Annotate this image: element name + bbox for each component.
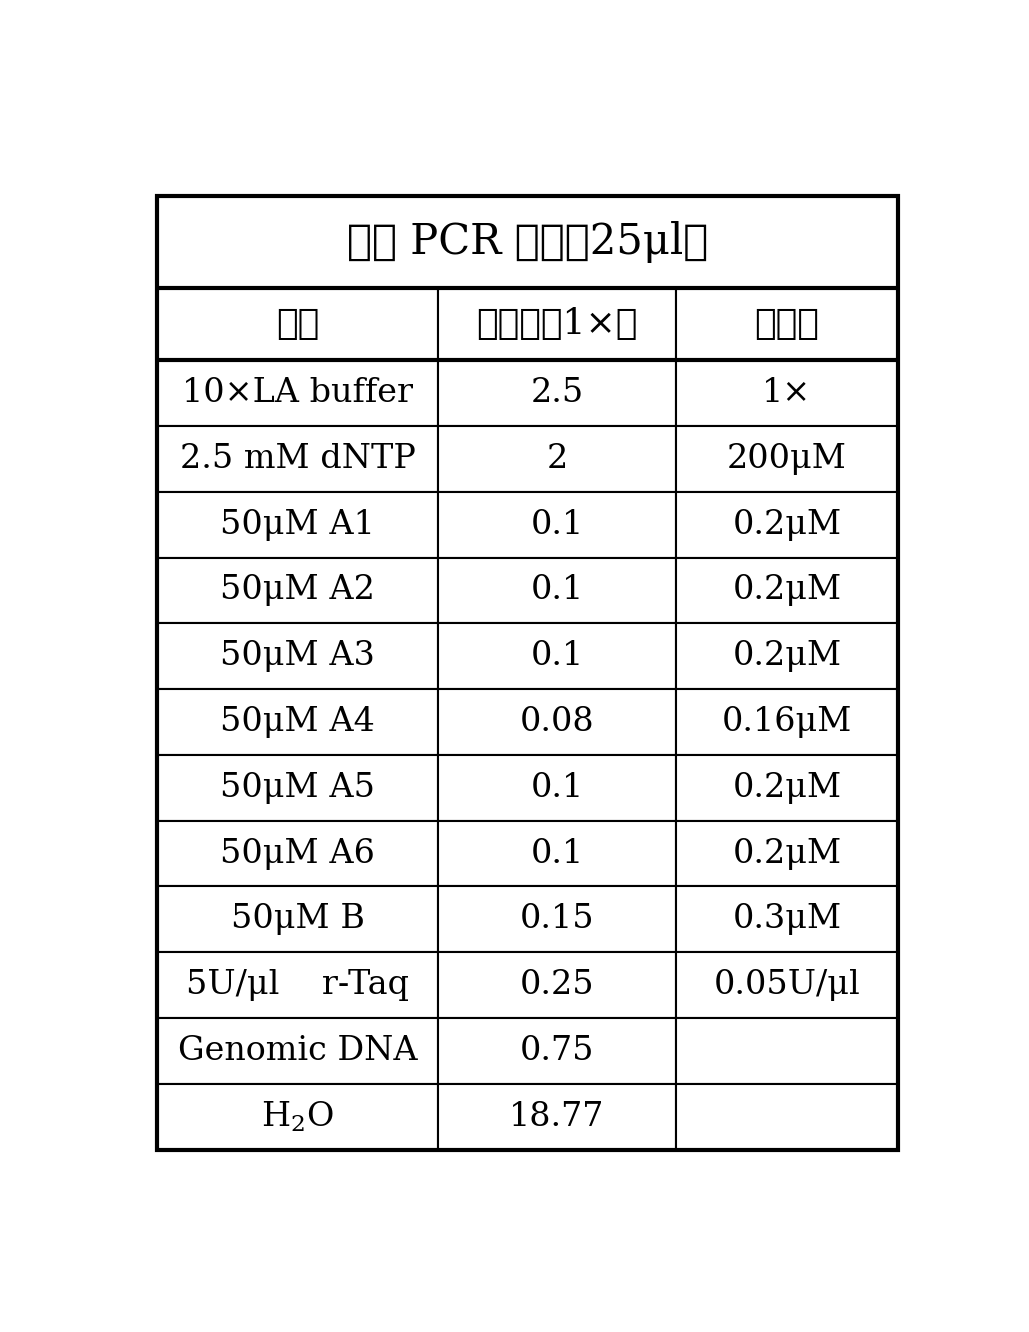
Text: 0.75: 0.75: [520, 1035, 595, 1067]
Bar: [156, 821, 438, 887]
Text: 0.16μM: 0.16μM: [721, 706, 852, 738]
Bar: [676, 689, 898, 755]
Bar: [438, 623, 676, 689]
Bar: [156, 558, 438, 623]
Bar: [156, 623, 438, 689]
Text: 1×: 1×: [762, 377, 812, 409]
Bar: [438, 689, 676, 755]
Bar: [438, 1084, 676, 1150]
Bar: [676, 1084, 898, 1150]
Text: 0.1: 0.1: [530, 641, 583, 673]
Text: 10×LA buffer: 10×LA buffer: [182, 377, 413, 409]
Text: 2.5 mM dNTP: 2.5 mM dNTP: [179, 442, 416, 476]
Text: 50μM A5: 50μM A5: [220, 771, 375, 803]
Bar: [676, 426, 898, 492]
Bar: [676, 821, 898, 887]
Text: 0.2μM: 0.2μM: [733, 838, 842, 870]
Text: 终浓度: 终浓度: [754, 306, 819, 341]
Bar: [438, 755, 676, 821]
Text: 2: 2: [546, 442, 568, 476]
Bar: [156, 1018, 438, 1084]
Bar: [676, 887, 898, 952]
Text: 0.25: 0.25: [520, 970, 595, 1002]
Bar: [676, 1018, 898, 1084]
Bar: [156, 1084, 438, 1150]
Text: H$_2$O: H$_2$O: [261, 1099, 333, 1134]
Text: 0.05U/μl: 0.05U/μl: [713, 970, 860, 1002]
Bar: [676, 755, 898, 821]
Text: 0.3μM: 0.3μM: [733, 903, 842, 935]
Text: 0.1: 0.1: [530, 771, 583, 803]
Text: 0.2μM: 0.2μM: [733, 641, 842, 673]
Text: 2.5: 2.5: [530, 377, 583, 409]
Text: 0.1: 0.1: [530, 574, 583, 606]
Text: 0.2μM: 0.2μM: [733, 574, 842, 606]
Bar: [676, 623, 898, 689]
Bar: [438, 1018, 676, 1084]
Bar: [676, 558, 898, 623]
Bar: [676, 492, 898, 558]
Bar: [438, 492, 676, 558]
Text: 18.77: 18.77: [509, 1100, 605, 1132]
Text: 加入量（1×）: 加入量（1×）: [476, 306, 638, 341]
Text: 多重 PCR 体系（25μl）: 多重 PCR 体系（25μl）: [347, 221, 708, 262]
Text: 0.08: 0.08: [520, 706, 595, 738]
Text: 50μM A6: 50μM A6: [220, 838, 375, 870]
Bar: [438, 288, 676, 360]
Text: 50μM A1: 50μM A1: [220, 509, 375, 541]
Bar: [156, 887, 438, 952]
Bar: [438, 887, 676, 952]
Text: 50μM A4: 50μM A4: [220, 706, 375, 738]
Text: 0.15: 0.15: [520, 903, 595, 935]
Bar: [156, 689, 438, 755]
Bar: [156, 755, 438, 821]
Bar: [438, 952, 676, 1018]
Text: 0.1: 0.1: [530, 509, 583, 541]
Bar: [438, 360, 676, 426]
Text: 50μM A3: 50μM A3: [220, 641, 375, 673]
Text: 0.2μM: 0.2μM: [733, 509, 842, 541]
Bar: [156, 952, 438, 1018]
Bar: [156, 426, 438, 492]
Text: 0.2μM: 0.2μM: [733, 771, 842, 803]
Bar: [438, 426, 676, 492]
Text: Genomic DNA: Genomic DNA: [178, 1035, 418, 1067]
Bar: [438, 558, 676, 623]
Bar: [156, 196, 898, 288]
Bar: [676, 952, 898, 1018]
Bar: [438, 821, 676, 887]
Bar: [676, 360, 898, 426]
Bar: [156, 492, 438, 558]
Text: 200μM: 200μM: [726, 442, 847, 476]
Text: 0.1: 0.1: [530, 838, 583, 870]
Bar: [676, 288, 898, 360]
Text: 50μM A2: 50μM A2: [220, 574, 375, 606]
Text: 5U/μl    r-Taq: 5U/μl r-Taq: [186, 970, 409, 1002]
Bar: [156, 288, 438, 360]
Text: 成分: 成分: [276, 306, 319, 341]
Bar: [156, 360, 438, 426]
Text: 50μM B: 50μM B: [230, 903, 364, 935]
